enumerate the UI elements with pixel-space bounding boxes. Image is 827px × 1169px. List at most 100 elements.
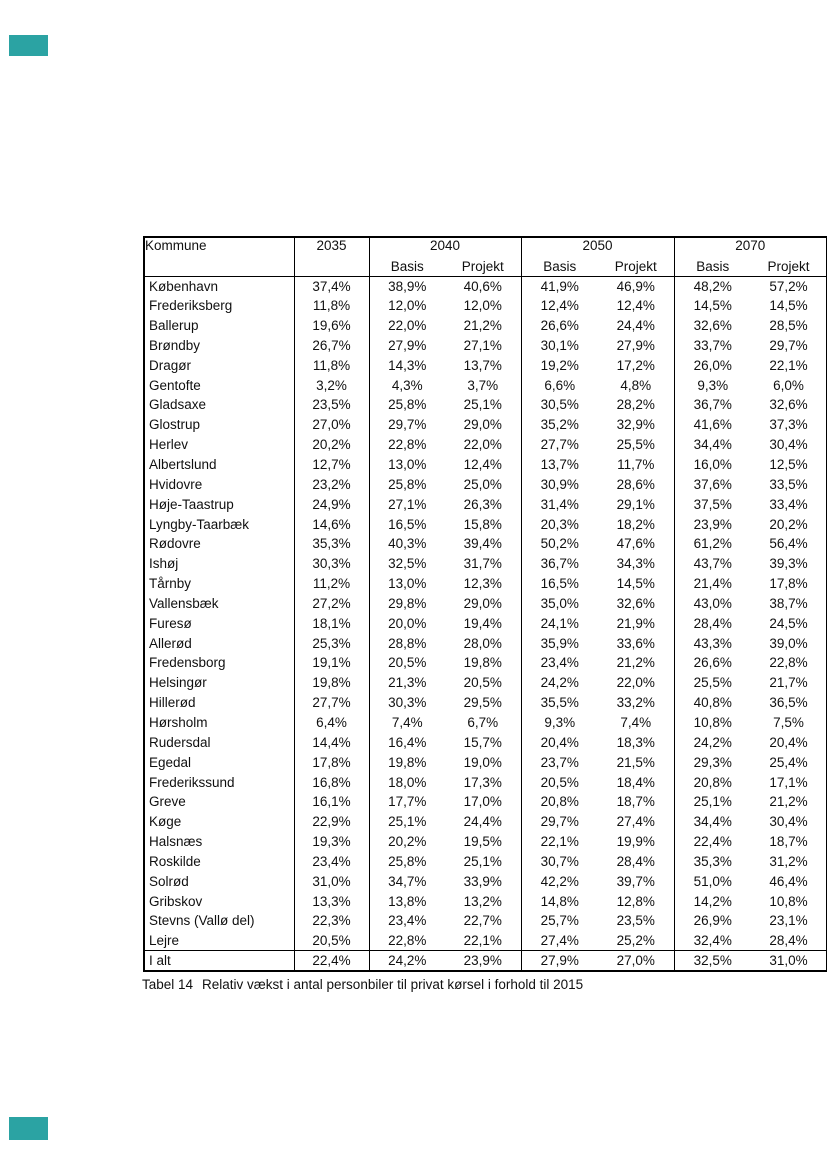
kommune-cell: Herlev [149,437,189,453]
table-row: Allerød 25,3% 28,8% 28,0% 35,9% 33,6% 43,3% 39,… [144,633,827,654]
value-cell: 14,8% [520,891,599,911]
kommune-cell: Hørsholm [149,714,208,730]
value-cell: 30,5% [520,395,599,415]
kommune-cell: Vallensbæk [149,595,219,611]
value-cell: 37,6% [673,474,752,495]
value-cell: 6,7% [467,714,499,730]
value-cell: 22,7% [463,913,502,929]
value-cell: 6,0% [773,377,804,393]
value-cell: 22,0% [616,675,655,691]
table-row: Solrød 31,0% 34,7% 33,9% 42,2% 39,7% 51,0% 46,4… [144,871,827,892]
value-cell: 30,7% [520,851,599,872]
kommune-cell: Albertslund [149,457,217,473]
value-cell: 13,3% [293,891,369,911]
value-cell: 25,5% [616,437,655,453]
value-cell: 19,8% [293,672,369,693]
value-cell: 6,4% [293,712,369,733]
header-row-years: Kommune 2035 2040 2050 2070 [144,237,827,276]
value-cell: 17,2% [616,357,655,373]
value-cell: 29,0% [463,417,502,433]
kommune-cell: Rødovre [149,536,201,552]
value-cell: 19,8% [463,655,502,671]
value-cell: 22,8% [769,655,808,671]
value-cell: 20,2% [293,434,369,455]
value-cell: 16,0% [673,454,752,475]
kommune-cell: Glostrup [149,417,201,433]
value-cell: 9,3% [520,712,599,733]
table-row: Lejre 20,5% 22,8% 22,1% 27,4% 25,2% 32,4% 28,4% [144,930,827,951]
value-cell: 36,7% [673,395,752,415]
column-header-2070: 2070 [673,237,827,258]
value-cell: 32,6% [673,315,752,336]
value-cell: 13,0% [368,454,445,475]
value-cell: 33,5% [769,476,808,492]
caption-label: Tabel 14 [142,977,194,992]
table-row: Hørsholm 6,4% 7,4% 6,7% 9,3% 7,4% 10,8% 7,5% [144,712,827,733]
value-cell: 20,8% [673,772,752,792]
value-cell: 39,0% [769,635,808,651]
kommune-cell: Tårnby [149,576,192,592]
column-header-kommune: Kommune [145,238,207,253]
value-cell: 30,4% [769,814,808,830]
value-cell: 24,9% [293,494,369,515]
value-cell: 29,8% [368,593,445,614]
subheader-basis-2070: Basis [673,258,752,276]
value-cell: 14,4% [293,732,369,753]
value-cell: 31,0% [293,871,369,892]
value-cell: 14,6% [293,514,369,534]
value-cell: 43,7% [673,553,752,574]
value-cell: 13,7% [520,454,599,475]
value-cell: 30,3% [368,692,445,713]
value-cell: 28,6% [616,476,655,492]
value-cell: 47,6% [616,536,655,552]
value-cell: 23,2% [293,474,369,495]
kommune-cell: Rudersdal [149,734,211,750]
value-cell: 35,3% [293,533,369,554]
value-cell: 12,0% [368,295,445,316]
subheader-basis-2050: Basis [520,258,599,276]
value-cell: 51,0% [673,871,752,892]
kommune-cell: Ballerup [149,318,199,334]
value-cell: 24,1% [520,613,599,634]
kommune-cell: I alt [149,952,171,968]
value-cell: 15,8% [463,516,502,532]
value-cell: 33,2% [616,695,655,711]
kommune-cell: Gentofte [149,377,201,393]
value-cell: 20,0% [368,613,445,634]
value-cell: 19,0% [463,754,502,770]
value-cell: 35,9% [520,633,599,654]
kommune-cell: Lejre [149,933,180,949]
value-cell: 30,1% [520,335,599,356]
value-cell: 26,9% [673,911,752,931]
value-cell: 27,1% [463,337,502,353]
value-cell: 18,7% [616,794,655,810]
value-cell: 28,2% [616,397,655,413]
value-cell: 17,0% [463,794,502,810]
value-cell: 32,9% [616,417,655,433]
value-cell: 17,8% [769,576,808,592]
value-cell: 3,2% [293,375,369,396]
value-cell: 23,4% [293,851,369,872]
kommune-cell: Gribskov [149,893,203,909]
value-cell: 10,8% [673,712,752,733]
value-cell: 11,8% [293,295,369,316]
value-cell: 39,4% [463,536,502,552]
kommune-cell: Solrød [149,873,189,889]
page-edge-marker-bottom [9,1117,48,1140]
value-cell: 25,4% [769,754,808,770]
value-cell: 23,9% [463,952,502,968]
value-cell: 35,2% [520,414,599,435]
value-cell: 23,4% [520,653,599,673]
value-cell: 36,7% [520,553,599,574]
kommune-cell: Gladsaxe [149,397,207,413]
value-cell: 22,4% [673,831,752,852]
value-cell: 4,3% [368,375,445,396]
value-cell: 12,4% [463,457,502,473]
value-cell: 28,4% [616,853,655,869]
kommune-cell: Allerød [149,635,192,651]
column-header-2040: 2040 [368,237,522,258]
value-cell: 16,8% [293,772,369,792]
value-cell: 14,5% [769,298,808,314]
value-cell: 36,5% [769,695,808,711]
